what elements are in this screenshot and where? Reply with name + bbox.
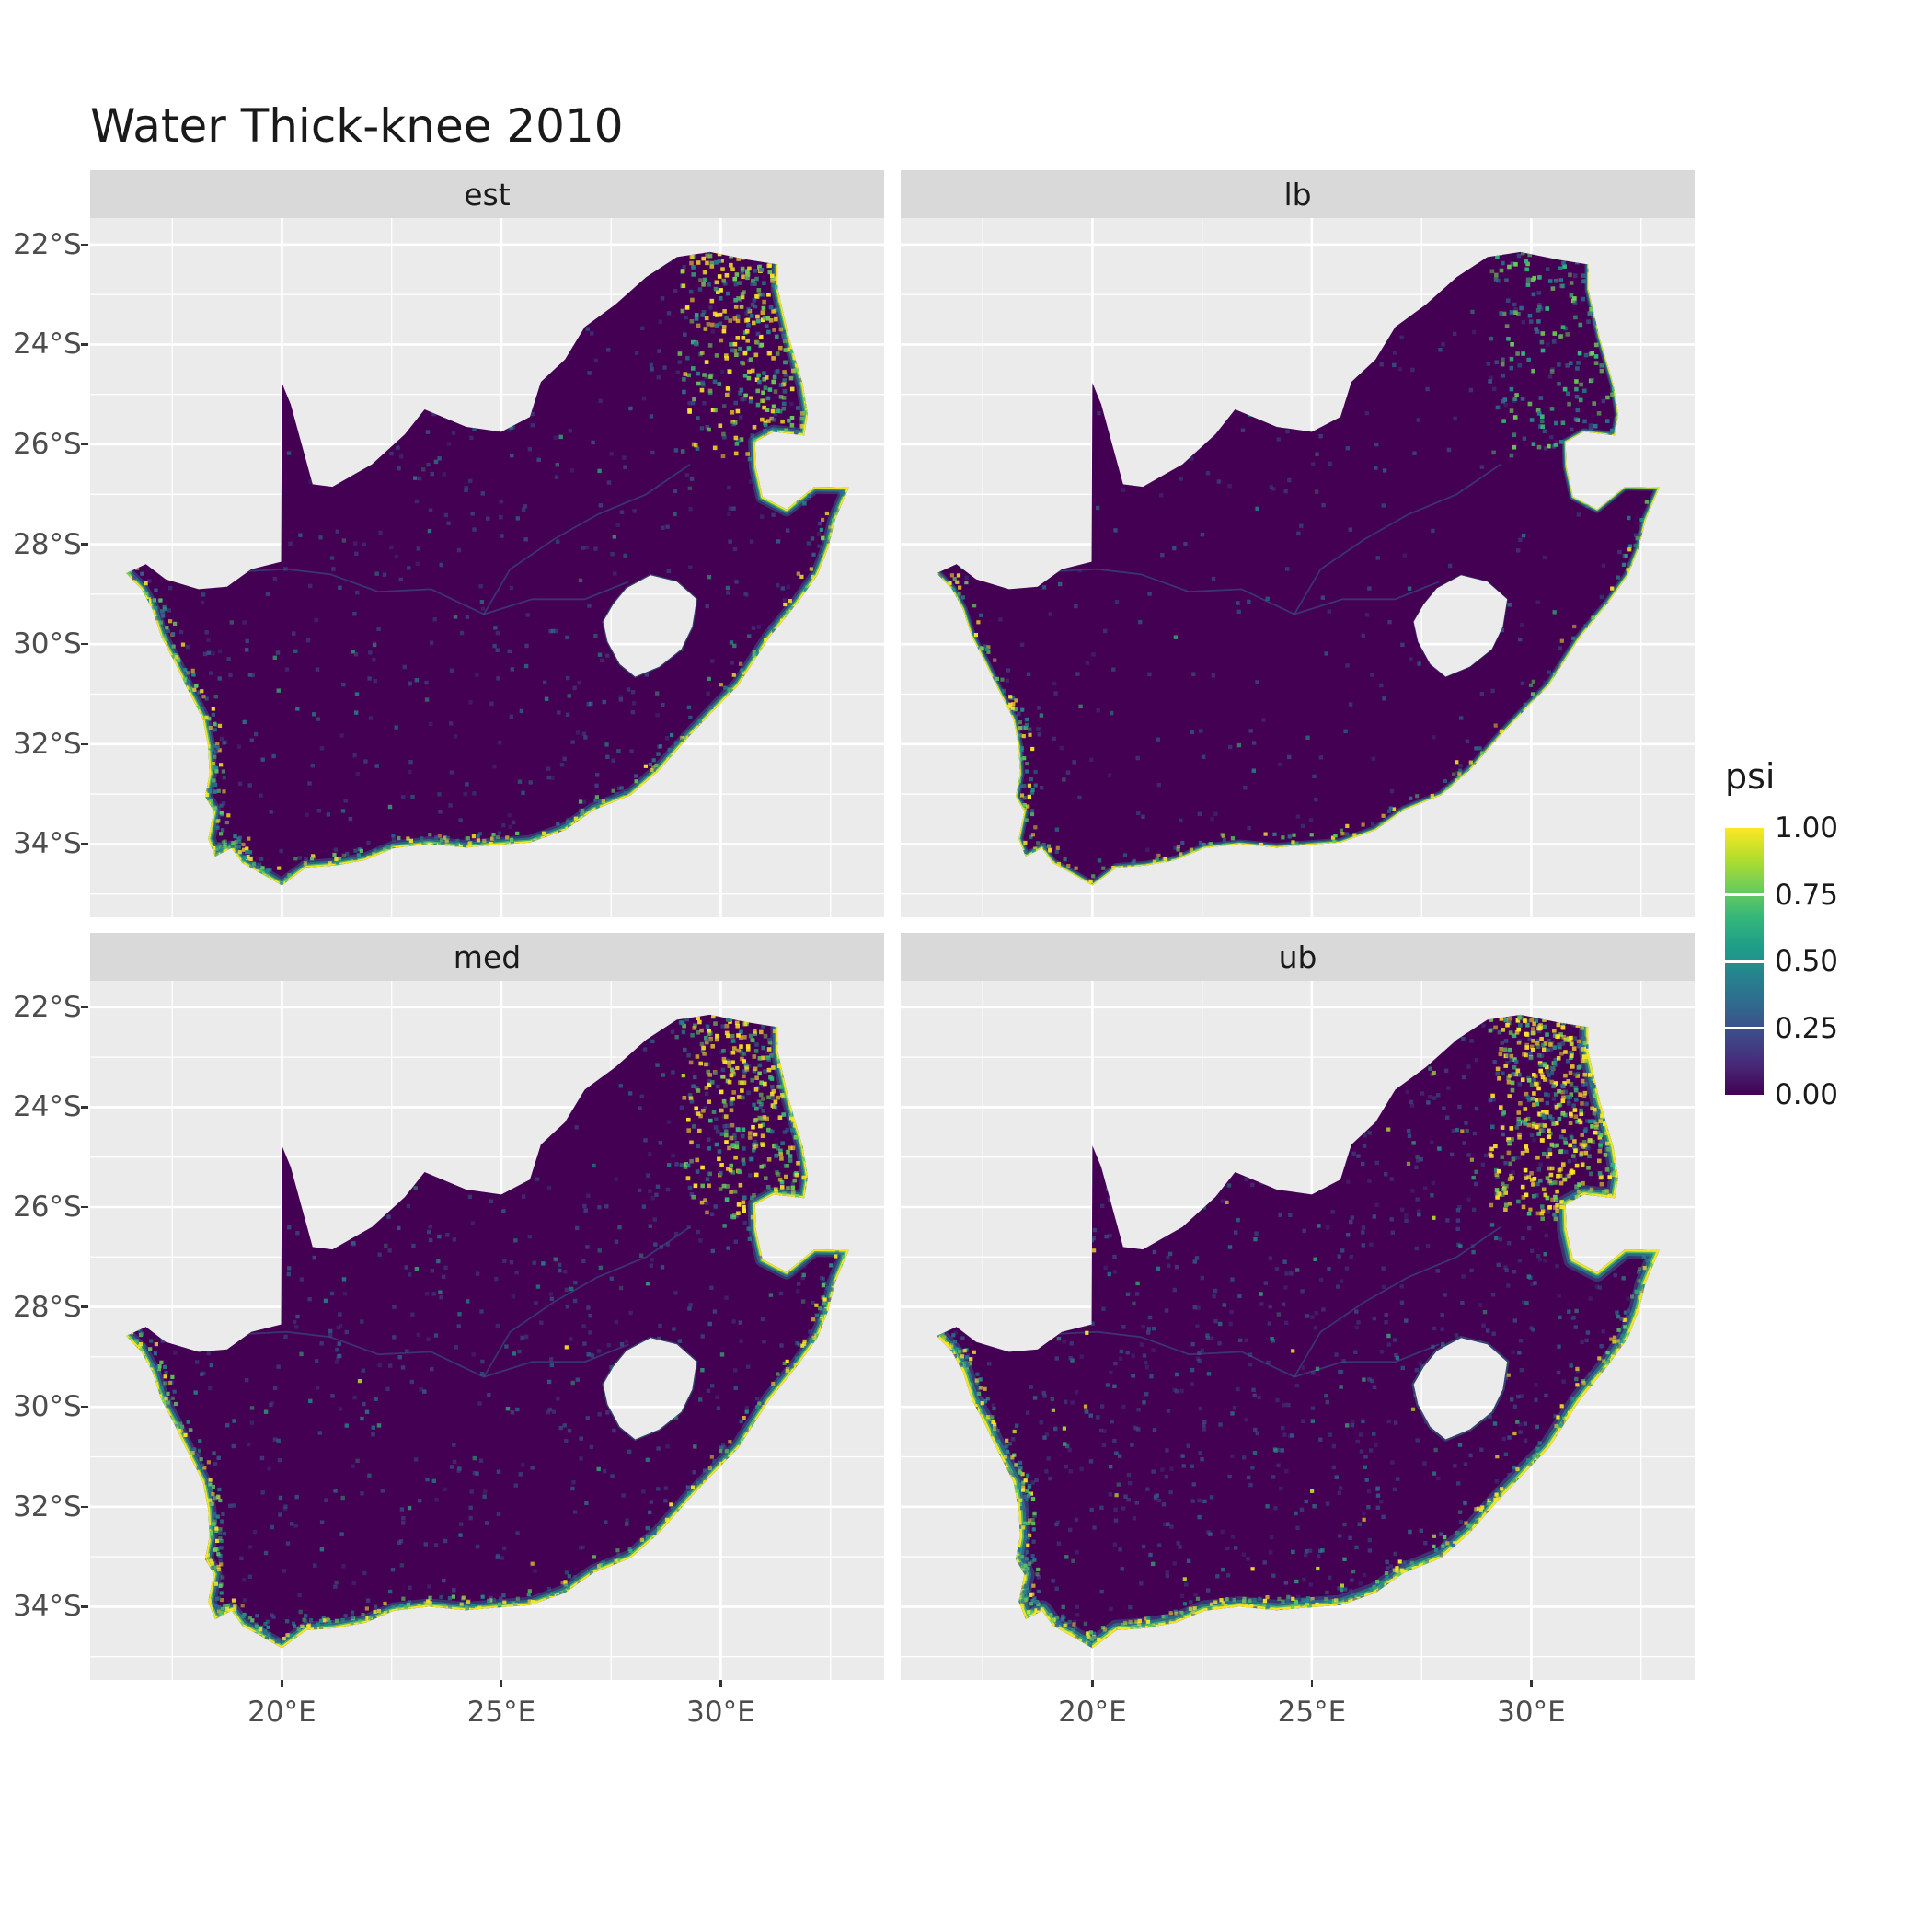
axis-tick-label-y: 24°S — [13, 1090, 82, 1124]
axis-tick-mark-y — [81, 1305, 88, 1308]
legend-tick-mark — [1725, 960, 1764, 963]
axis-tick-mark-y — [81, 1205, 88, 1209]
axis-tick-label-y: 34°S — [13, 1590, 82, 1624]
axis-tick-label-x: 20°E — [1058, 1696, 1127, 1729]
axis-tick-label-y: 30°S — [13, 1390, 82, 1424]
facet-strip-med: med — [90, 933, 884, 981]
legend-tick-mark — [1725, 1027, 1764, 1029]
axis-tick-mark-y — [81, 1605, 88, 1608]
axis-tick-label-y: 26°S — [13, 1190, 82, 1224]
facet-panel-lb — [901, 218, 1695, 917]
legend-tick-label: 0.75 — [1775, 878, 1839, 912]
axis-tick-mark-y — [81, 243, 88, 247]
axis-tick-mark-x — [719, 1680, 722, 1687]
south-africa-shape — [937, 251, 1660, 886]
axis-tick-mark-y — [81, 1505, 88, 1509]
axis-tick-mark-y — [81, 343, 88, 346]
axis-tick-label-y: 28°S — [13, 527, 82, 561]
facet-panel-est — [90, 218, 884, 917]
facet-panel-ub — [901, 981, 1695, 1680]
axis-tick-mark-y — [81, 1405, 88, 1409]
axis-tick-label-x: 25°E — [466, 1696, 536, 1729]
axis-tick-mark-y — [81, 1106, 88, 1109]
axis-tick-label-y: 24°S — [13, 328, 82, 362]
south-africa-shape — [937, 1014, 1660, 1649]
south-africa-shape — [126, 1014, 849, 1649]
axis-tick-label-y: 34°S — [13, 827, 82, 861]
facet-strip-est: est — [90, 170, 884, 218]
legend-tick-label: 1.00 — [1775, 811, 1839, 845]
facet-strip-label-med: med — [453, 938, 522, 975]
axis-tick-mark-x — [1530, 1680, 1533, 1687]
legend-tick-mark — [1725, 893, 1764, 896]
axis-tick-mark-y — [81, 443, 88, 446]
axis-tick-label-y: 32°S — [13, 1489, 82, 1524]
legend-tick-label: 0.00 — [1775, 1078, 1839, 1111]
facet-strip-label-est: est — [464, 176, 511, 213]
axis-tick-mark-x — [1091, 1680, 1094, 1687]
axis-tick-label-x: 20°E — [247, 1696, 316, 1729]
axis-tick-label-y: 26°S — [13, 427, 82, 461]
axis-tick-label-x: 30°E — [686, 1696, 755, 1729]
axis-tick-label-y: 22°S — [13, 227, 82, 261]
plot-title: Water Thick-knee 2010 — [90, 99, 624, 153]
axis-tick-mark-y — [81, 543, 88, 546]
axis-tick-label-y: 22°S — [13, 990, 82, 1024]
axis-tick-mark-x — [281, 1680, 283, 1687]
axis-tick-mark-y — [81, 642, 88, 646]
facet-strip-lb: lb — [901, 170, 1695, 218]
facet-strip-label-lb: lb — [1283, 176, 1312, 213]
axis-tick-label-y: 28°S — [13, 1290, 82, 1324]
facet-panel-med — [90, 981, 884, 1680]
legend-tick-label: 0.50 — [1775, 945, 1839, 978]
legend-title: psi — [1725, 756, 1776, 797]
axis-tick-mark-x — [500, 1680, 503, 1687]
facet-strip-ub: ub — [901, 933, 1695, 981]
axis-tick-mark-y — [81, 742, 88, 746]
axis-tick-mark-y — [81, 1006, 88, 1009]
axis-tick-label-y: 32°S — [13, 727, 82, 761]
facet-strip-label-ub: ub — [1278, 938, 1317, 975]
axis-tick-label-x: 25°E — [1277, 1696, 1347, 1729]
south-africa-shape — [126, 251, 849, 886]
axis-tick-mark-x — [1310, 1680, 1314, 1687]
axis-tick-label-x: 30°E — [1497, 1696, 1566, 1729]
axis-tick-mark-y — [81, 843, 88, 845]
axis-tick-label-y: 30°S — [13, 627, 82, 661]
legend-tick-label: 0.25 — [1775, 1011, 1839, 1045]
